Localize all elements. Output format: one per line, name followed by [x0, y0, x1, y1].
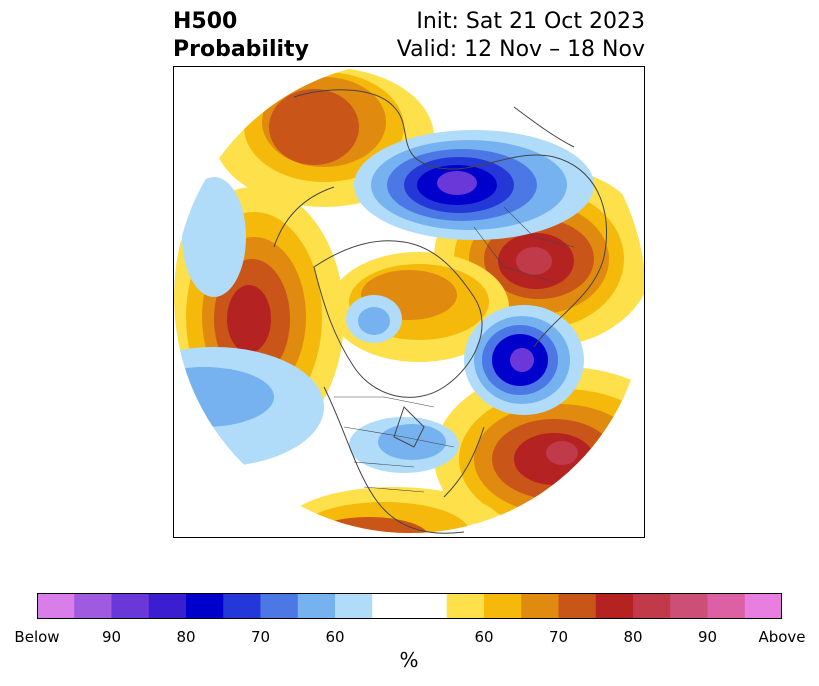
colorbar-tick-label: Below	[14, 628, 60, 646]
colorbar-tick-label: 80	[176, 628, 196, 646]
colorbar-cell	[633, 593, 671, 619]
colorbar-cell	[707, 593, 746, 619]
colorbar-tick-label: 60	[325, 628, 345, 646]
map-title: H500 Probability	[173, 8, 309, 64]
colorbar-tick-label: 80	[623, 628, 643, 646]
colorbar-cell	[297, 593, 336, 619]
colorbar-cell	[111, 593, 150, 619]
colorbar-tick-label: 90	[101, 628, 122, 646]
colorbar-cell	[484, 593, 522, 619]
colorbar-cell	[670, 593, 708, 619]
colorbar-cell	[744, 593, 782, 619]
valid-range: Valid: 12 Nov – 18 Nov	[396, 37, 645, 62]
colorbar	[37, 593, 782, 619]
anomaly-atlantic-below	[464, 305, 584, 415]
init-date: Init: Sat 21 Oct 2023	[416, 9, 645, 34]
map-canvas	[174, 67, 644, 534]
colorbar-cell	[186, 593, 224, 619]
colorbar-tick-label: 60	[474, 628, 494, 646]
colorbar-cell	[148, 593, 187, 619]
title-variable: H500	[173, 9, 238, 34]
political-borders	[334, 206, 575, 493]
colorbar-cell	[335, 593, 373, 619]
colorbar-cell	[409, 593, 448, 619]
colorbar-tick-label: 70	[250, 628, 271, 646]
colorbar-tick-label: Above	[758, 628, 806, 646]
colorbar-cell	[595, 593, 634, 619]
colorbar-cell	[223, 593, 261, 619]
title-type: Probability	[173, 37, 309, 62]
colorbar-tick-label: 70	[548, 628, 569, 646]
colorbar-cell	[37, 593, 75, 619]
colorbar-cell	[74, 593, 112, 619]
probability-field	[174, 67, 644, 533]
colorbar-cell	[372, 593, 410, 619]
coastlines	[273, 89, 608, 534]
colorbar-cell	[446, 593, 485, 619]
colorbar-cell	[260, 593, 299, 619]
colorbar-tick-label: 90	[697, 628, 718, 646]
anomaly-polar-below	[354, 130, 594, 240]
colorbar-unit: %	[399, 648, 419, 672]
colorbar-cell	[521, 593, 559, 619]
probability-map	[173, 66, 645, 538]
forecast-dates: Init: Sat 21 Oct 2023 Valid: 12 Nov – 18…	[397, 8, 645, 64]
colorbar-cell	[558, 593, 597, 619]
